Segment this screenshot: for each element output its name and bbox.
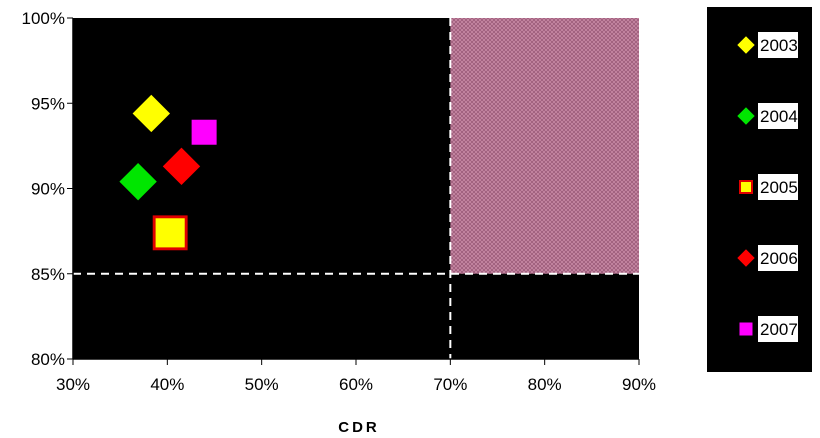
plot-area <box>73 18 639 359</box>
data-point-2006 <box>162 147 201 186</box>
legend-label-2003: 2003 <box>760 36 798 55</box>
x-tick-label: 50% <box>245 375 279 394</box>
legend-marker-2006 <box>737 249 755 267</box>
legend-label-2006: 2006 <box>760 249 798 268</box>
axes: 80% 85% 90% 95% 100% 30% 40% 50% 60% 70% 80% 90% <box>22 9 657 394</box>
legend-marker-2004 <box>737 107 755 125</box>
data-points <box>119 94 217 251</box>
legend-label-bg <box>758 245 798 271</box>
data-point-2007 <box>191 119 217 145</box>
legend-label-bg <box>758 103 798 129</box>
legend-label-2005: 2005 <box>760 178 798 197</box>
highlight-region <box>450 18 639 274</box>
legend-marker-2003 <box>737 36 755 54</box>
y-tick-label: 85% <box>31 265 65 284</box>
x-tick-label: 70% <box>433 375 467 394</box>
data-point-2005 <box>152 215 188 251</box>
legend-label-2004: 2004 <box>760 107 798 126</box>
legend-label-bg <box>758 316 798 342</box>
x-axis-label: CDR <box>338 419 380 436</box>
y-tick-label: 100% <box>22 9 65 28</box>
x-tick-label: 80% <box>528 375 562 394</box>
y-tick-label: 95% <box>31 94 65 113</box>
legend-marker-2005 <box>739 180 753 194</box>
x-tick-label: 40% <box>150 375 184 394</box>
legend-label-bg <box>758 174 798 200</box>
data-point-2003 <box>132 94 171 133</box>
x-tick-label: 30% <box>56 375 90 394</box>
legend: 2003 2004 2005 2006 2007 <box>707 7 812 372</box>
y-tick-label: 80% <box>31 350 65 369</box>
legend-label-bg <box>758 32 798 58</box>
legend-label-2007: 2007 <box>760 320 798 339</box>
legend-marker-2007 <box>739 322 753 336</box>
data-point-2004 <box>119 162 157 201</box>
y-tick-label: 90% <box>31 180 65 199</box>
x-tick-label: 60% <box>339 375 373 394</box>
x-tick-label: 90% <box>622 375 656 394</box>
